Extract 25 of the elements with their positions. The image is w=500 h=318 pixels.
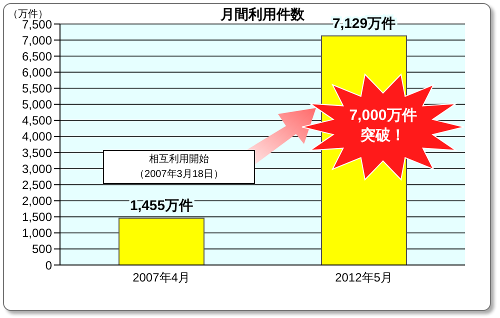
x-tick-label: 2012年5月	[335, 270, 392, 285]
y-tick-label: 500	[32, 242, 52, 256]
annotation: 7,000万件	[348, 106, 418, 126]
y-tick-label: 4,500	[22, 114, 52, 128]
annotation: 突破！	[360, 126, 406, 146]
y-tick-label: 3,000	[22, 162, 52, 176]
chart-title: 月間利用件数	[220, 6, 304, 22]
annotation: 相互利用開始	[148, 152, 210, 167]
y-tick-label: 6,000	[22, 65, 52, 80]
y-tick-label: 6,500	[22, 49, 52, 64]
y-tick-label: 5,000	[22, 98, 52, 112]
y-tick-label: 2,000	[22, 194, 52, 208]
y-tick-label: 7,500	[22, 17, 52, 32]
y-tick-label: 0	[45, 258, 52, 272]
y-tick-label: 2,500	[22, 178, 52, 192]
y-tick-label: 1,000	[22, 226, 52, 240]
y-tick-label: 7,000	[22, 33, 52, 48]
y-tick-label: 3,500	[22, 146, 52, 160]
y-tick-label: 4,000	[22, 130, 52, 144]
y-axis-title: （万件）	[8, 8, 48, 20]
callout-box: 相互利用開始 （2007年3月18日）	[103, 150, 255, 184]
annotation: （2007年3月18日）	[134, 168, 224, 182]
x-tick-label: 2007年4月	[132, 270, 190, 285]
y-tick-label: 1,500	[22, 210, 52, 224]
y-tick-label: 5,500	[22, 82, 52, 96]
